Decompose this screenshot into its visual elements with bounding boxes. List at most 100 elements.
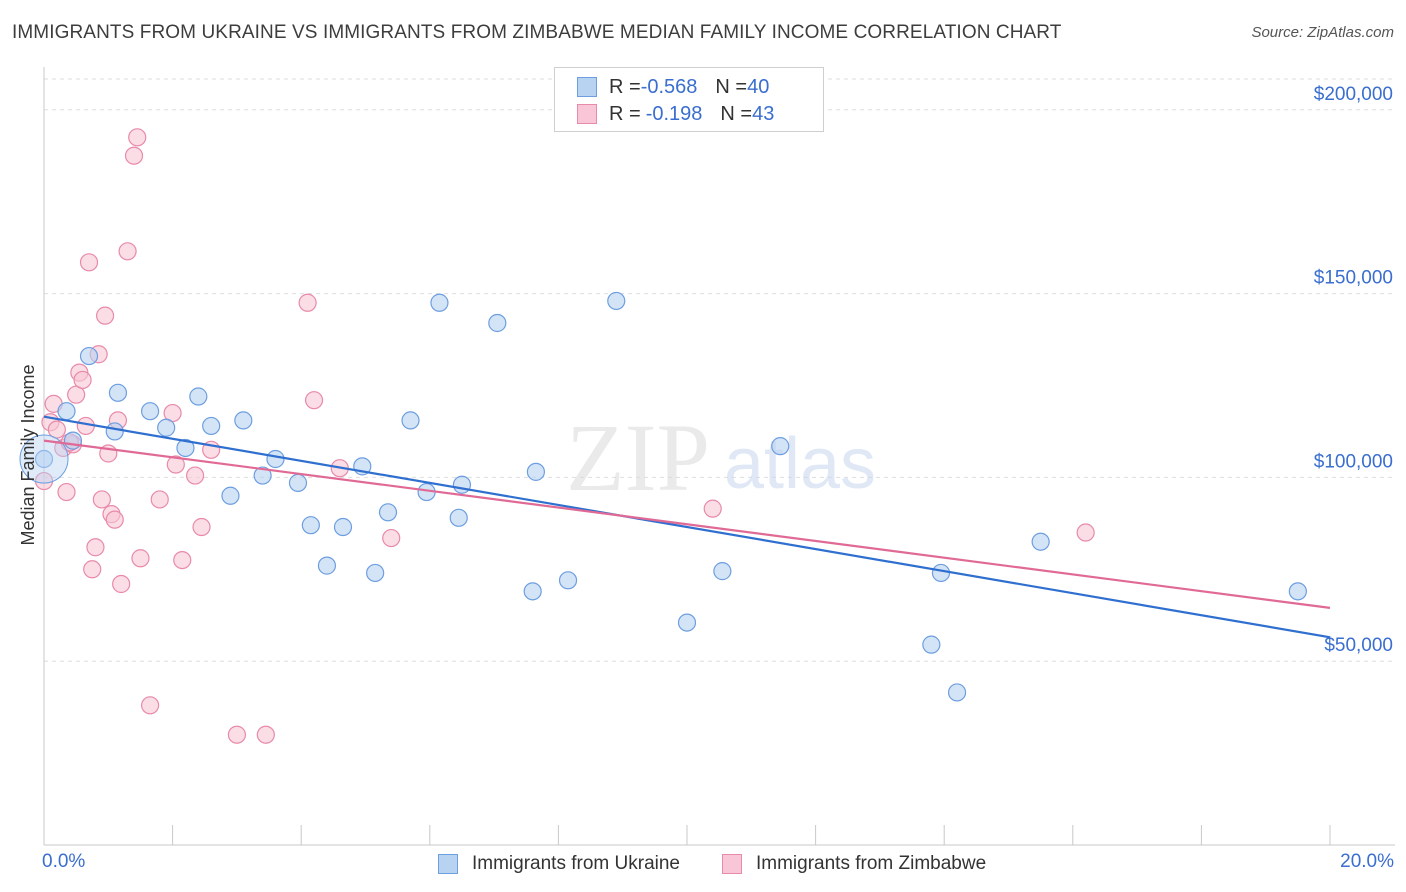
zimbabwe-trend-line: [43, 439, 1331, 609]
legend-row-zimbabwe: R = -0.198 N = 43: [577, 101, 774, 127]
ukraine-point: [526, 462, 545, 481]
x-tick-max: 20.0%: [1340, 851, 1394, 872]
zimbabwe-point: [92, 490, 111, 509]
zimbabwe-point: [1076, 523, 1095, 542]
zimbabwe-r-label: R =: [609, 102, 641, 125]
y-axis-label: Median Family Income: [18, 364, 38, 545]
ukraine-point: [234, 411, 253, 430]
ukraine-point: [523, 582, 542, 601]
ukraine-point: [931, 563, 951, 583]
ukraine-r-label: R =: [609, 75, 641, 98]
ukraine-point: [266, 449, 285, 469]
zimbabwe-point: [703, 499, 722, 518]
zimbabwe-point: [166, 455, 185, 474]
ukraine-point: [771, 437, 790, 456]
correlation-legend: R = -0.568 N = 40 R = -0.198 N = 43: [554, 67, 824, 132]
zimbabwe-point: [140, 696, 160, 715]
zimbabwe-point: [79, 253, 99, 272]
y-tick-label: $150,000: [1314, 268, 1393, 289]
ukraine-n-label: N =: [715, 75, 748, 98]
zimbabwe-n-value: 43: [752, 102, 775, 125]
bottom-zimbabwe-label: Immigrants from Zimbabwe: [756, 853, 987, 874]
zimbabwe-point: [382, 528, 401, 548]
ukraine-swatch: [577, 77, 597, 97]
bottom-zimbabwe-swatch: [722, 854, 742, 874]
trend-lines: [43, 415, 1331, 639]
zimbabwe-point: [112, 574, 131, 594]
ukraine-point: [713, 562, 732, 581]
zimbabwe-point: [173, 550, 192, 570]
zimbabwe-point: [150, 490, 169, 509]
zimbabwe-r-value: -0.198: [645, 102, 703, 125]
ukraine-point: [558, 571, 578, 590]
zimbabwe-point: [131, 549, 150, 568]
legend-row-ukraine: R = -0.568 N = 40: [577, 74, 769, 100]
ukraine-point: [366, 563, 385, 583]
ukraine-cluster-point: [19, 434, 69, 484]
series-zimbabwe: [34, 128, 1095, 744]
zimbabwe-point: [256, 725, 275, 744]
ukraine-point: [105, 422, 124, 441]
bottom-ukraine-label: Immigrants from Ukraine: [472, 853, 680, 874]
ukraine-point: [108, 383, 128, 402]
ukraine-n-value: 40: [747, 75, 770, 98]
y-tick-label: $200,000: [1314, 84, 1393, 105]
ukraine-point: [449, 508, 468, 527]
ukraine-point: [140, 402, 160, 421]
ukraine-point: [63, 431, 83, 450]
zimbabwe-point: [47, 420, 66, 439]
zimbabwe-point: [86, 538, 105, 557]
axes: [43, 67, 1395, 846]
zimbabwe-point: [83, 560, 102, 579]
ukraine-point: [176, 438, 195, 458]
chart-title: IMMIGRANTS FROM UKRAINE VS IMMIGRANTS FR…: [12, 22, 1062, 43]
zimbabwe-point: [298, 293, 317, 312]
ukraine-point: [401, 411, 420, 430]
bottom-legend-zimbabwe: Immigrants from Zimbabwe: [722, 851, 986, 877]
zimbabwe-point: [57, 482, 76, 502]
ukraine-r-value: -0.568: [640, 75, 698, 98]
x-tick-min: 0.0%: [42, 851, 86, 872]
ukraine-point: [189, 387, 208, 406]
zimbabwe-point: [124, 146, 144, 165]
ukraine-point: [221, 486, 240, 505]
zimbabwe-n-label: N =: [720, 102, 753, 125]
y-tick-label: $100,000: [1314, 451, 1393, 472]
bottom-ukraine-swatch: [438, 854, 458, 874]
ukraine-point: [57, 402, 76, 421]
watermark: ZIP atlas: [566, 404, 876, 511]
zimbabwe-point: [105, 510, 124, 529]
ukraine-point: [452, 475, 472, 494]
zimbabwe-point: [73, 370, 92, 390]
y-tick-labels: $50,000 $100,000 $150,000 $200,000: [1314, 84, 1393, 656]
zimbabwe-point: [192, 517, 211, 537]
zimbabwe-point: [95, 306, 115, 325]
series-ukraine: [19, 291, 1307, 702]
ukraine-point: [333, 517, 353, 537]
zimbabwe-point: [186, 466, 205, 485]
zimbabwe-point: [304, 391, 324, 410]
ukraine-point: [202, 416, 221, 436]
watermark-zip: ZIP: [566, 404, 710, 511]
ukraine-point: [1288, 582, 1307, 601]
y-tick-label: $50,000: [1324, 635, 1393, 656]
ukraine-point: [922, 635, 941, 654]
ukraine-point: [79, 346, 99, 366]
ukraine-point: [488, 313, 507, 333]
ukraine-point: [253, 466, 272, 485]
ukraine-point: [301, 516, 320, 535]
ukraine-point: [677, 613, 697, 632]
bottom-legend-ukraine: Immigrants from Ukraine: [438, 851, 680, 877]
ukraine-point: [607, 291, 626, 311]
watermark-atlas: atlas: [724, 424, 876, 504]
zimbabwe-point: [128, 128, 147, 147]
ukraine-point: [1031, 532, 1050, 551]
ukraine-point: [317, 556, 337, 575]
zimbabwe-point: [227, 725, 246, 744]
ukraine-point: [947, 683, 967, 702]
ukraine-point: [288, 473, 308, 492]
zimbabwe-swatch: [577, 104, 597, 124]
source-label: Source: ZipAtlas.com: [1251, 24, 1394, 41]
ukraine-point: [378, 503, 398, 522]
